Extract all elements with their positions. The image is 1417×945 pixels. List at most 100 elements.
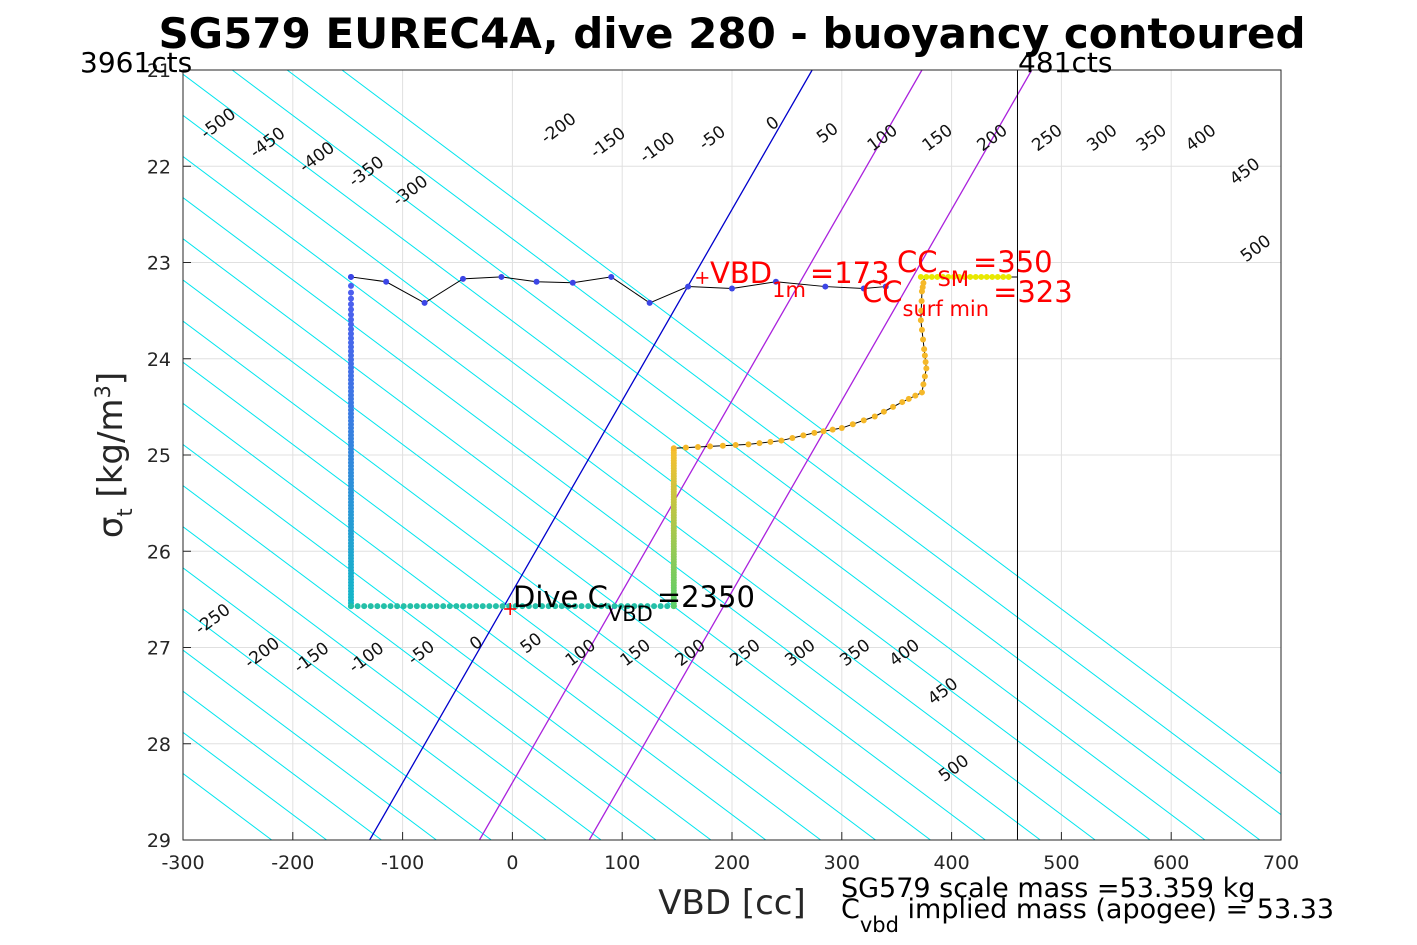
x-tick-label: -200: [271, 852, 314, 874]
bottom-point: [585, 603, 592, 610]
surface-point: [1005, 273, 1012, 280]
y-axis-units: [kg/m: [91, 398, 131, 508]
contour-line: [183, 114, 1151, 840]
vbd-1m-sub: 1m: [772, 278, 806, 302]
descent-point: [347, 339, 354, 346]
ramp-point: [905, 395, 912, 402]
descent-point: [347, 295, 354, 302]
descent-point: [347, 330, 354, 337]
ramp-point: [880, 408, 887, 415]
bottom-point: [578, 603, 585, 610]
top-track-point: [772, 278, 779, 285]
x-tick-label: 200: [714, 852, 750, 874]
contour-line: [183, 484, 657, 840]
descent-point: [347, 321, 354, 328]
y-axis-sup: 3: [91, 385, 115, 398]
ramp-point: [921, 373, 928, 380]
bottom-point: [631, 603, 638, 610]
bottom-point: [413, 603, 420, 610]
ramp-point: [912, 392, 919, 399]
ramp-point: [890, 403, 897, 410]
x-tick-label: 100: [604, 852, 640, 874]
x-axis-title: VBD [cc]: [658, 883, 806, 923]
y-axis-symbol: σ: [91, 517, 131, 539]
bottom-point: [532, 603, 539, 610]
ramp-point: [820, 428, 827, 435]
vbd-surf-min-line: [588, 70, 1033, 840]
dive-c-sub: VBD: [608, 602, 653, 626]
contour-line: [341, 70, 1281, 775]
surface-point: [983, 273, 990, 280]
x-tick-label: -100: [381, 852, 424, 874]
descent-point: [347, 316, 354, 323]
cc-surf-sub: surf min: [903, 297, 990, 321]
bottom-point: [664, 603, 671, 610]
ramp-point: [778, 437, 785, 444]
top-track-point: [533, 278, 540, 285]
surface-point: [945, 273, 952, 280]
right-corner-label: 481cts: [1018, 46, 1112, 79]
contour-line: [183, 649, 437, 840]
y-tick-label: 26: [147, 541, 171, 563]
y-tick-label: 25: [147, 445, 171, 467]
contour-line: [183, 361, 822, 840]
cc-surf-annotation: CCsurf min =323: [862, 275, 1073, 321]
descent-point: [347, 326, 354, 333]
neutral-0-line: [369, 70, 813, 840]
bottom-point: [361, 603, 368, 610]
bottom-point: [394, 603, 401, 610]
bottom-point: [598, 603, 605, 610]
surface-point: [1000, 273, 1007, 280]
vbd-1m-line: [478, 70, 923, 840]
surface-point: [961, 273, 968, 280]
ramp-point: [860, 417, 867, 424]
contour-line: [183, 320, 876, 840]
bottom-point: [624, 603, 631, 610]
markers: [504, 271, 709, 615]
dive-c-vbd-annotation: Dive CVBD =2350: [513, 580, 755, 626]
vbd-1m-value: =173: [810, 256, 890, 290]
ramp-point: [732, 442, 739, 449]
y-tick-label: 21: [147, 60, 171, 82]
bottom-point: [446, 603, 453, 610]
bottom-point: [466, 603, 473, 610]
ramp-point: [918, 326, 925, 333]
surface-point: [978, 273, 985, 280]
contour-line: [183, 443, 712, 840]
bottom-point: [473, 603, 480, 610]
ramp-point: [767, 438, 774, 445]
ramp-point: [800, 432, 807, 439]
bottom-point: [552, 603, 559, 610]
bottom-point: [492, 603, 499, 610]
reference-lines: [369, 70, 1033, 840]
contour-line: [183, 402, 767, 840]
ramp-point: [918, 307, 925, 314]
y-axis-close: ]: [91, 372, 131, 385]
cc-sm-annotation: CCSM =350: [897, 245, 1053, 291]
implied-mass-main: C: [841, 894, 860, 925]
bottom-point: [400, 603, 407, 610]
bottom-point: [347, 603, 354, 610]
top-track-point: [421, 299, 428, 306]
x-tick-label: 700: [1263, 852, 1299, 874]
ramp-point: [921, 346, 928, 353]
top-track-point: [347, 273, 354, 280]
ramp-point: [694, 443, 701, 450]
descent-point: [347, 301, 354, 308]
implied-mass-sub: vbd: [860, 913, 899, 937]
surface-point: [989, 273, 996, 280]
ramp-point: [923, 365, 930, 372]
contour-line: [183, 608, 492, 840]
top-track-point: [608, 273, 615, 280]
dive-profile: [347, 273, 1018, 610]
bottom-point: [539, 603, 546, 610]
bottom-point: [420, 603, 427, 610]
bottom-point: [565, 603, 572, 610]
scale-mass-text: SG579 scale mass =53.359 kg: [841, 873, 1255, 904]
ramp-point: [922, 358, 929, 365]
bottom-point: [433, 603, 440, 610]
descent-point: [347, 306, 354, 313]
bottom-point: [453, 603, 460, 610]
cc-sm-main: CC: [897, 245, 938, 279]
top-track-point: [459, 275, 466, 282]
